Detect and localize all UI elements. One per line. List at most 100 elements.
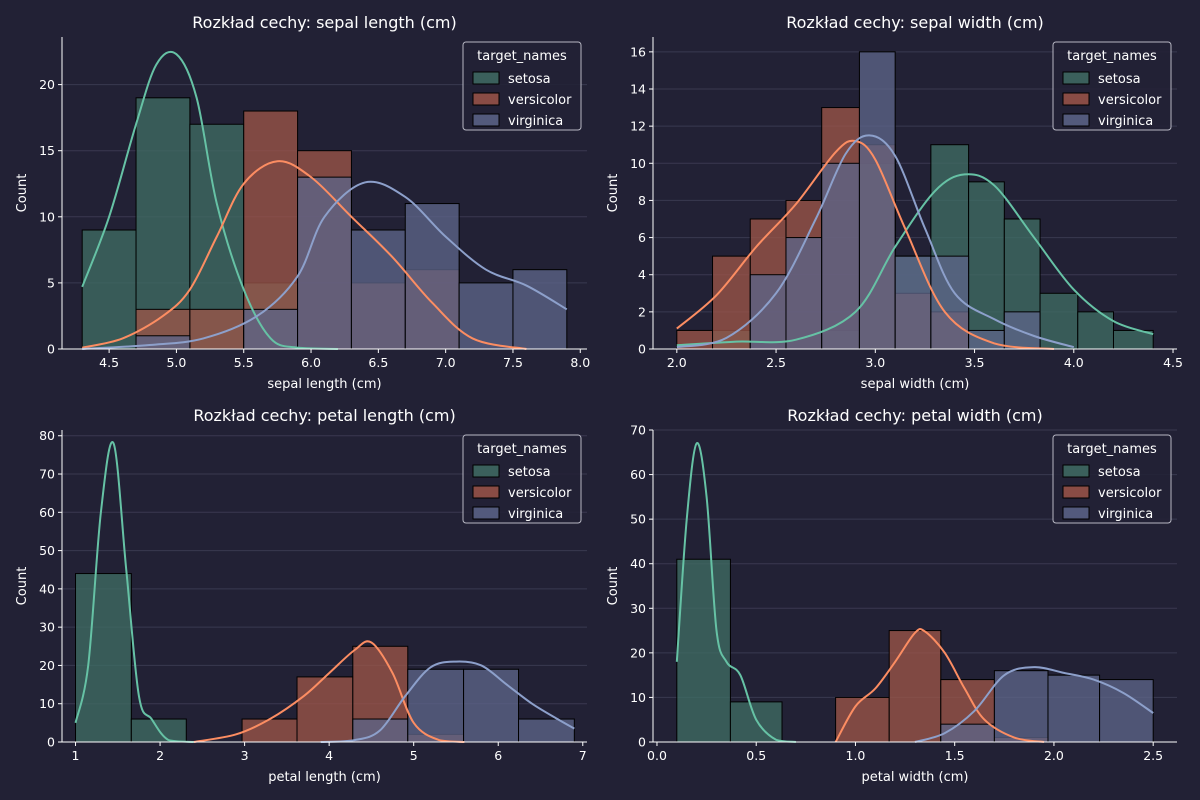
legend-label-setosa: setosa [1098,465,1141,480]
legend-label-setosa: setosa [508,72,551,87]
y-tick-label: 30 [630,601,646,616]
legend-box [1052,41,1172,131]
chart-title: Rozkład cechy: sepal width (cm) [786,13,1044,32]
kde-line-virginica [676,134,1075,349]
y-tick-label: 4 [638,267,646,282]
x-tick-label: 2 [156,748,164,763]
x-axis-label: sepal length (cm) [267,377,381,392]
legend-label-versicolor: versicolor [508,486,572,501]
chart-title: Rozkład cechy: sepal length (cm) [192,13,456,32]
chart-panel-1: 0 5 10 15 20 4.5 5.0 5.5 6.0 6.5 7.0 7.5 8.0 Rozkład … [15,13,590,392]
legend-title: target_names [477,442,567,457]
x-axis-label: petal width (cm) [862,770,969,785]
y-axis-label: Count [15,174,30,213]
legend-swatch-versicolor [472,485,500,499]
x-tick-label: 0.5 [746,748,766,763]
y-tick-label: 20 [39,77,55,92]
bar-versicolor [296,676,354,743]
kde-line-setosa [81,50,338,350]
bar-versicolor [241,718,298,743]
chart-panel-3: 0 10 20 30 40 50 60 70 80 1 2 3 4 5 6 7 Rozkład cechy: p… [15,406,587,785]
y-tick-label: 0 [47,735,55,750]
x-tick-label: 8.0 [570,355,590,370]
bar-setosa [75,573,132,743]
legend-box [1052,434,1172,524]
x-tick-label: 2.5 [766,355,786,370]
bar-virginica [1047,674,1101,743]
kde-line-setosa [675,442,797,743]
x-tick-label: 6 [494,748,502,763]
y-tick-label: 70 [630,423,646,438]
legend-label-versicolor: versicolor [1098,486,1162,501]
legend-swatch-versicolor [472,92,500,106]
kde-line-virginica [320,660,575,743]
y-axis-label: Count [606,174,621,213]
bar-virginica [463,668,520,743]
legend-swatch-versicolor [1062,485,1090,499]
y-tick-label: 10 [630,156,646,171]
legend-label-setosa: setosa [508,465,551,480]
kde-line-virginica [914,666,1154,743]
bar-virginica [858,51,896,350]
x-axis-label: petal length (cm) [268,770,381,785]
x-tick-label: 1 [72,748,80,763]
y-tick-label: 40 [630,556,646,571]
kde-line-virginica [82,180,568,350]
y-tick-label: 15 [39,143,55,158]
y-tick-label: 5 [47,275,55,290]
bar-versicolor [189,308,245,350]
y-tick-label: 70 [39,467,55,482]
x-tick-label: 5.0 [166,355,186,370]
x-tick-label: 4.5 [99,355,119,370]
y-tick-label: 0 [638,342,646,357]
legend-label-setosa: setosa [1098,72,1141,87]
x-axis-label: sepal width (cm) [861,377,970,392]
y-tick-label: 40 [39,581,55,596]
bar-virginica [894,255,932,350]
x-tick-label: 5 [410,748,418,763]
bar-versicolor [888,630,942,743]
legend-swatch-virginica [472,113,500,127]
y-axis-label: Count [606,567,621,606]
chart-title: Rozkład cechy: petal length (cm) [193,406,455,425]
x-tick-label: 4 [325,748,333,763]
legend-swatch-setosa [472,71,500,85]
legend-label-virginica: virginica [1098,507,1153,522]
x-tick-label: 2.5 [1143,748,1163,763]
legend-swatch-setosa [1062,464,1090,478]
y-axis-label: Count [15,567,30,606]
legend-label-virginica: virginica [1098,114,1153,129]
legend-box [462,434,582,524]
bar-versicolor [835,696,890,743]
x-tick-label: 7 [579,748,587,763]
legend-swatch-setosa [1062,71,1090,85]
bar-setosa [729,701,783,743]
x-tick-label: 7.5 [503,355,523,370]
kde-line-versicolor [193,640,465,743]
legend-label-virginica: virginica [508,114,563,129]
y-tick-label: 8 [638,193,646,208]
bar-virginica [297,176,352,350]
x-tick-label: 6.0 [301,355,321,370]
kde-line-setosa [74,441,194,743]
y-tick-label: 14 [630,82,646,97]
kde-line-setosa [676,173,1154,347]
bar-virginica [940,723,995,743]
y-tick-label: 10 [39,696,55,711]
y-tick-label: 12 [630,119,646,134]
kde-line-versicolor [81,160,527,350]
y-tick-label: 2 [638,304,646,319]
y-tick-label: 60 [630,467,646,482]
x-tick-label: 7.0 [436,355,456,370]
legend-label-versicolor: versicolor [508,93,572,108]
legend-label-versicolor: versicolor [1098,93,1162,108]
y-tick-label: 20 [630,645,646,660]
bar-virginica [785,237,823,350]
y-tick-label: 16 [630,44,646,59]
x-tick-label: 1.0 [846,748,866,763]
x-tick-label: 3.5 [965,355,985,370]
bar-setosa [968,181,1005,350]
legend-box [462,41,582,131]
kde-line-versicolor [834,627,1045,743]
x-tick-label: 2.0 [667,355,687,370]
